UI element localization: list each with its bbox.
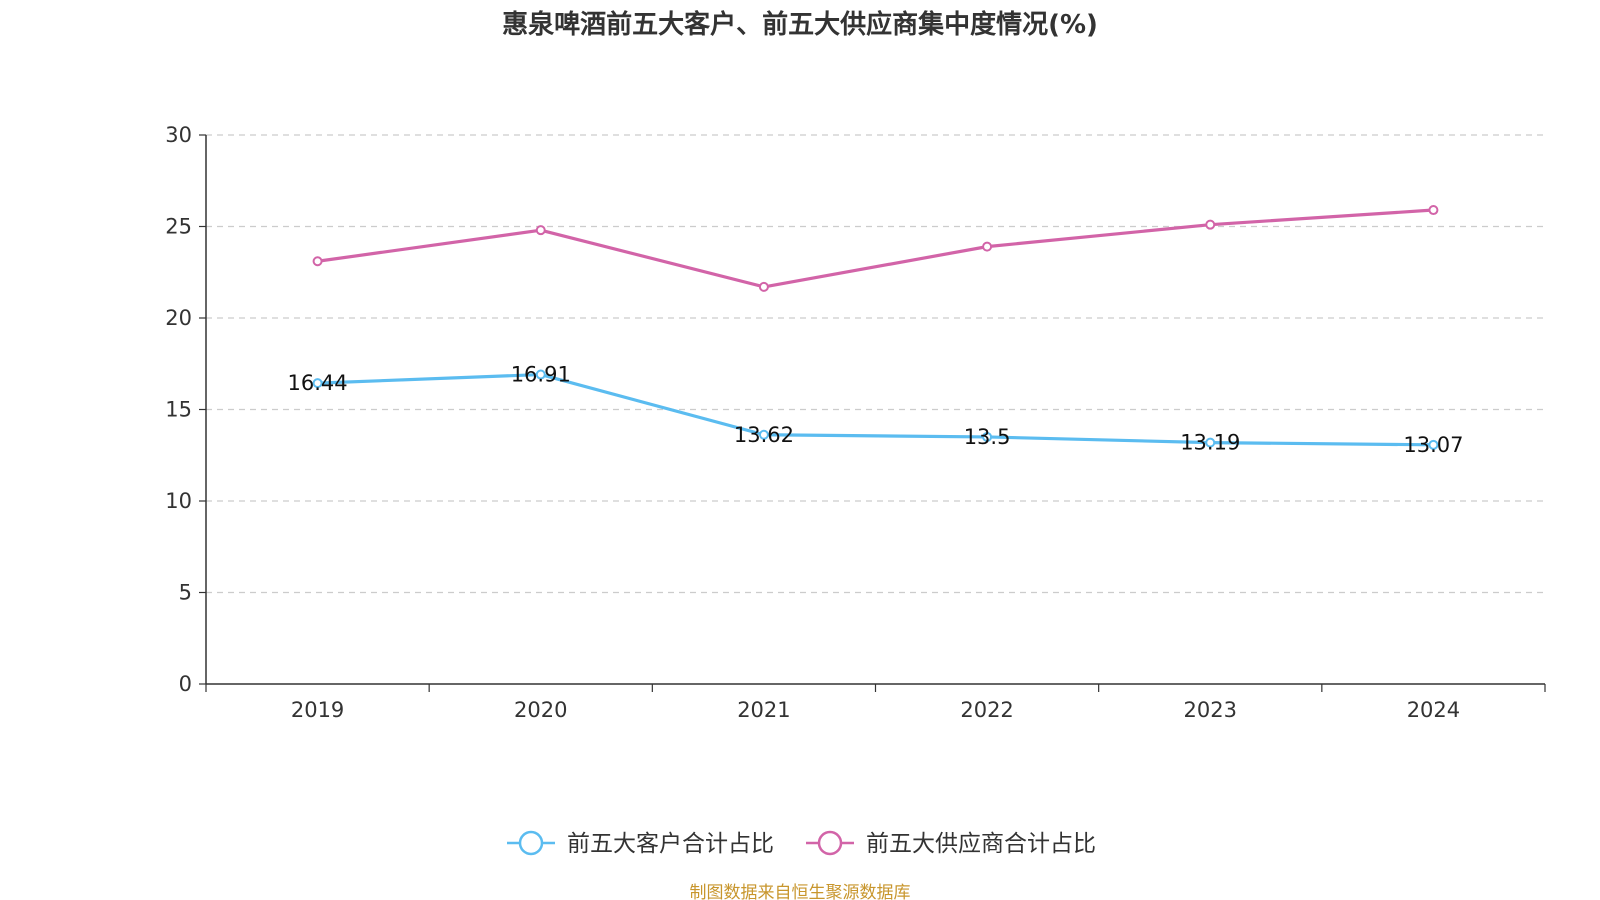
legend-circle-icon <box>518 830 544 856</box>
data-label-2024: 13.07 <box>1403 433 1463 457</box>
data-point-0-2023[interactable] <box>1205 437 1216 448</box>
grid-lines <box>206 134 1545 594</box>
data-point-1-2020[interactable] <box>535 225 546 236</box>
data-point-1-2022[interactable] <box>982 241 993 252</box>
series-group <box>312 205 1439 450</box>
data-label-2021: 13.62 <box>734 423 794 447</box>
data-point-1-2024[interactable] <box>1428 205 1439 216</box>
data-point-1-2021[interactable] <box>758 281 769 292</box>
data-point-0-2021[interactable] <box>758 429 769 440</box>
source-note: 制图数据来自恒生聚源数据库 <box>690 883 911 900</box>
y-tick-label: 0 <box>179 672 192 696</box>
data-point-0-2019[interactable] <box>312 378 323 389</box>
series-line-0 <box>317 372 1434 447</box>
legend-item-0[interactable]: 前五大客户合计占比 <box>507 830 774 857</box>
x-tick-label-2020: 2020 <box>514 698 567 722</box>
data-point-1-2023[interactable] <box>1205 219 1216 230</box>
data-point-0-2024[interactable] <box>1428 439 1439 450</box>
legend-label: 前五大客户合计占比 <box>567 831 774 857</box>
chart-title: 惠泉啤酒前五大客户、前五大供应商集中度情况(%) <box>502 9 1098 40</box>
series-line-1 <box>317 208 1434 289</box>
legend-item-1[interactable]: 前五大供应商合计占比 <box>806 830 1096 857</box>
x-tick-label-2023: 2023 <box>1184 698 1237 722</box>
y-tick-label: 20 <box>165 306 192 330</box>
data-point-1-2019[interactable] <box>312 256 323 267</box>
axes: 0 5 10 15 20 25 30 2019 2020 2021 2022 2023 2024 <box>165 123 1546 722</box>
data-point-0-2022[interactable] <box>982 431 993 442</box>
data-label-2023: 13.19 <box>1180 431 1240 455</box>
data-label-2022: 13.5 <box>964 425 1011 449</box>
y-tick-label: 10 <box>165 489 192 513</box>
x-tick-label-2024: 2024 <box>1407 698 1460 722</box>
y-tick-label: 15 <box>165 398 192 422</box>
x-tick-label-2022: 2022 <box>960 698 1013 722</box>
data-point-0-2020[interactable] <box>535 369 546 380</box>
legend-circle-icon <box>817 830 843 856</box>
data-label-2019: 16.44 <box>288 371 348 395</box>
y-tick-label: 5 <box>179 581 192 605</box>
x-tick-label-2019: 2019 <box>291 698 344 722</box>
y-tick-label: 30 <box>165 123 192 147</box>
y-tick-label: 25 <box>165 215 192 239</box>
data-labels: 16.44 16.91 13.62 13.5 13.19 13.07 <box>288 363 1464 457</box>
x-tick-label-2021: 2021 <box>737 698 790 722</box>
data-label-2020: 16.91 <box>511 363 571 387</box>
legend-label: 前五大供应商合计占比 <box>866 831 1096 857</box>
legend[interactable]: 前五大客户合计占比 前五大供应商合计占比 <box>507 830 1096 857</box>
